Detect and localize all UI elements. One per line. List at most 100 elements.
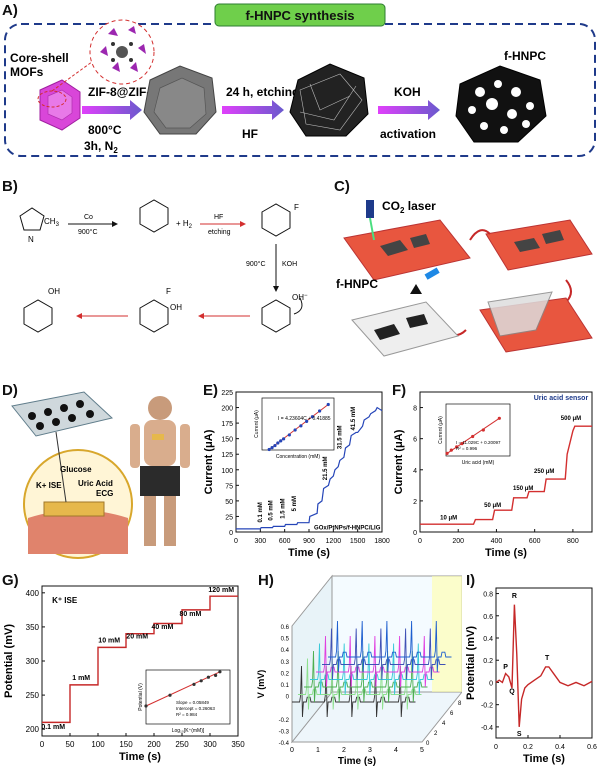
electrode-pattern-1 [380,234,430,256]
inset-point [282,437,286,441]
y-tick-label: 400 [26,589,40,598]
conc-annotation: 41.5 mM [351,407,357,431]
panel-c-fabrication: CO2 laser f-HNPC [336,199,593,357]
transferred-film [351,301,459,357]
conc-annotation: 5 mM [292,496,298,511]
y-tick-label: -0.2 [279,718,290,724]
conc-annotation: 500 μM [561,416,581,422]
ring-bottom-right [261,299,291,333]
x-tick-label: 600 [279,538,291,545]
temp-condition: 900°C [78,228,98,236]
inset-r2: R² = 0.984 [176,712,198,717]
wave-label-s: S [517,731,522,738]
x-tick-label: 400 [491,538,503,545]
inset-point [276,441,280,445]
inset-point [305,419,309,423]
conc-annotation: 40 mM [152,624,174,631]
inset-point [481,428,485,432]
x-tick-label: 900 [303,538,315,545]
y-tick-label: 0 [489,680,493,687]
conc-annotation: 1 mM [72,675,90,682]
x-tick-label: 200 [147,740,161,749]
conc-annotation: 0.1 mM [41,724,65,731]
uric-acid-trace [420,425,592,525]
inset-point [192,682,196,686]
y-tick-label: 8 [413,406,417,413]
x-tick-label: 5 [420,747,424,754]
inset-frame [145,669,231,725]
pipette-icon [424,267,440,280]
inset-point [310,415,314,419]
y-tick-label: 300 [26,657,40,666]
x-tick-label: 0 [494,744,498,751]
x-axis-label: Time (s) [485,547,527,559]
ecg-single-trace [495,604,593,727]
inset-point [279,439,283,443]
x-tick-label: 0 [234,538,238,545]
conc-annotation: 80 mM [180,611,202,618]
zif-label: ZIF-8@ZIF-67 [88,85,164,99]
substrate-2 [485,219,593,271]
inset-point [199,679,203,683]
step1-temp: 800°C [88,123,122,137]
oh-label-1: OH− [292,293,308,302]
inset-point [144,704,148,708]
panel-b-mechanism: N CH3 Co 900°C + H2 HF etching F 900°C K… [19,199,308,333]
y-tick-label: 0.5 [281,637,290,643]
ecg-trace-0 [292,665,416,718]
etching-condition: etching [208,229,231,236]
inset-point [287,433,291,437]
skin-layer [28,510,128,554]
conc-annotation: 1.5 mM [281,498,287,518]
imidazole-n: N [28,235,34,244]
hnpc-label: f-HNPC [336,277,378,291]
inset-point [218,670,222,674]
y-axis-label: V (mV) [256,670,266,699]
inset-point [270,446,274,450]
arrow-step1 [82,100,142,120]
conc-annotation: 10 mM [98,638,120,645]
conc-annotation: 250 μM [534,469,554,475]
panel-label-a: A) [2,2,18,19]
inset-point [445,451,449,455]
step1-time: 3h, N2 [84,139,118,155]
person-figure [130,396,190,546]
y-axis-label: Current (μA) [203,429,215,494]
x-axis-label: Time (s) [288,547,330,559]
x-tick-label: 0 [290,747,294,754]
inset-point [449,448,453,452]
wave-label-q: Q [509,689,515,696]
conc-annotation: 120 mM [208,587,234,594]
legend-text: GOx/PtNPs/f-HNPC/LIG [314,526,381,532]
z-tick-label: 4 [442,721,446,727]
inset-x-label: Log₁₀[K⁺(mM)] [172,728,205,734]
core-shell-label: Core-shell [10,51,69,65]
x-tick-label: 350 [231,740,245,749]
ecg-trace-4 [316,635,440,688]
conc-annotation: 21.5 mM [323,457,329,481]
y-tick-label: 0.4 [483,636,493,643]
uric-acid-label: Uric Acid [78,479,113,488]
callout-line [55,431,67,503]
wave-label-p: P [503,664,508,671]
inset-point [214,673,218,677]
y-tick-label: -0.3 [279,729,290,735]
inset-point [293,428,297,432]
h2-label: + H2 [176,219,193,230]
x-tick-label: 3 [368,747,372,754]
mofs-label: MOFs [10,65,44,79]
potassium-trace [42,595,238,724]
chart-i-ecg-single: 0 0.2 0.4 0.6 -0.4 -0.2 0 0.2 0.4 0.6 0.8 Time (s) P… [465,587,597,765]
legend-text: K⁺ ISE [52,596,78,605]
inset-point [460,442,464,446]
chart-g-potassium: 0 50 100 150 200 250 300 350 200 250 300 350 400 Time… [3,585,245,763]
wave-label-r: R [512,593,517,600]
carbon-particles [28,400,94,430]
x-tick-label: 0.6 [587,744,597,751]
wave-label-t: T [545,655,550,662]
y-tick-label: 200 [26,725,40,734]
conc-annotation: 50 μM [484,503,501,509]
y-tick-label: 50 [225,499,233,506]
x-tick-label: 600 [529,538,541,545]
panel-a-synthesis: f-HNPC synthesis Core-shell MOFs ZIF-8@Z… [4,3,596,157]
